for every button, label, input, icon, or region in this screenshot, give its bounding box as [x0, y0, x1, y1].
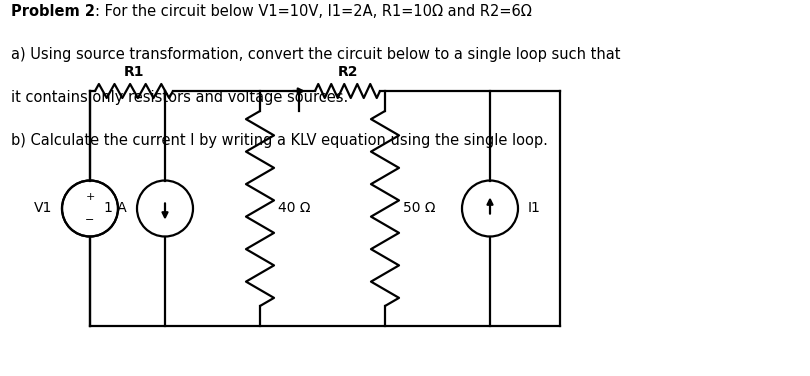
Circle shape — [462, 180, 518, 237]
Text: R2: R2 — [337, 65, 358, 79]
Circle shape — [62, 180, 118, 237]
Text: Problem 2: Problem 2 — [11, 4, 95, 19]
Text: R1: R1 — [124, 65, 144, 79]
Text: 50 Ω: 50 Ω — [403, 202, 436, 215]
Text: −: − — [85, 215, 95, 226]
Text: I1: I1 — [528, 202, 541, 215]
Text: 1 A: 1 A — [104, 202, 127, 215]
Text: : For the circuit below V1=10V, I1=2A, R1=10Ω and R2=6Ω: : For the circuit below V1=10V, I1=2A, R… — [95, 4, 531, 19]
Text: it contains only resistors and voltage sources.: it contains only resistors and voltage s… — [11, 90, 347, 105]
Circle shape — [137, 180, 193, 237]
Text: b) Calculate the current I by writing a KLV equation using the single loop.: b) Calculate the current I by writing a … — [11, 133, 548, 149]
Text: 40 Ω: 40 Ω — [278, 202, 310, 215]
Text: +: + — [85, 193, 95, 203]
Text: a) Using source transformation, convert the circuit below to a single loop such : a) Using source transformation, convert … — [11, 47, 620, 62]
Text: V1: V1 — [34, 202, 52, 215]
